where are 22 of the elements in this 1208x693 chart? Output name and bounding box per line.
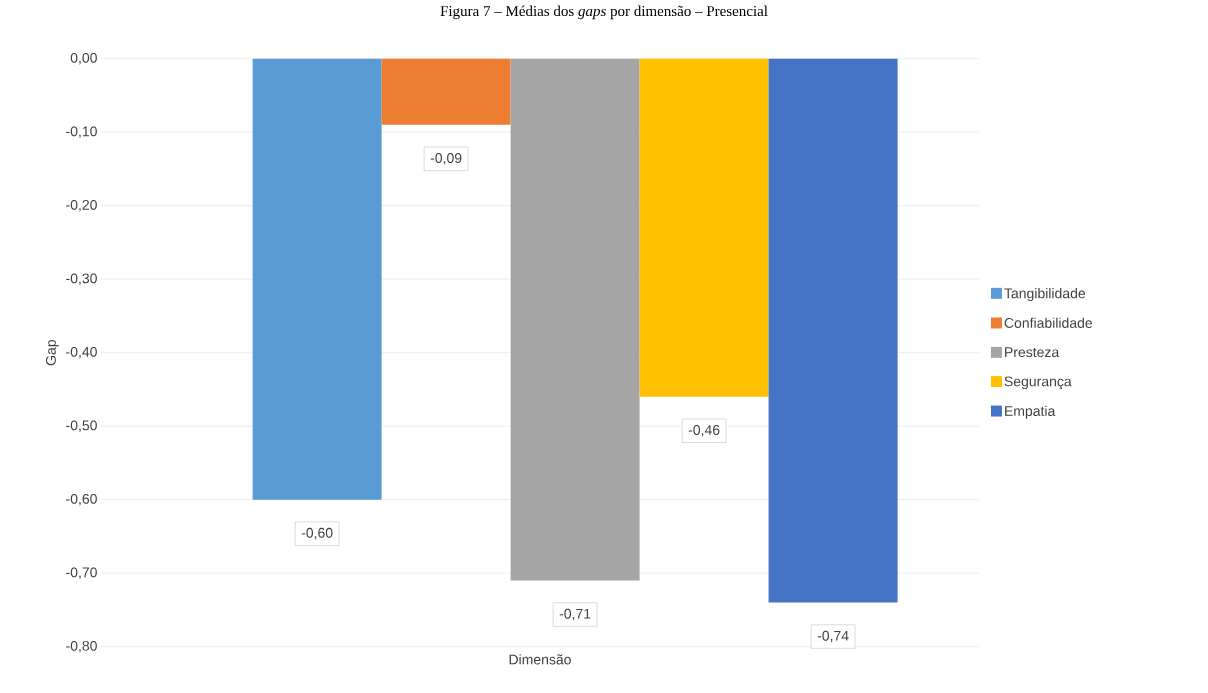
data-label: -0,46 [688,424,720,437]
y-tick-label: -0,10 [66,126,97,138]
y-tick-label: -0,20 [66,199,97,212]
data-label: -0,71 [559,608,591,621]
y-tick-label: 0,00 [70,52,97,65]
legend-label: Presteza [1005,347,1060,358]
data-label: -0,09 [430,153,462,165]
legend-label: Tangibilidade [1004,288,1086,302]
chart-title: Figura 7 – Médias dos gaps por dimensão – Presencial [440,5,768,20]
legend-label: Empatia [1005,405,1056,419]
y-axis-title: Gap [45,340,59,366]
legend-label: Confiabilidade [1004,317,1093,328]
legend-label: Segurança [1004,376,1072,390]
x-axis-title: Dimensão [509,654,571,665]
y-tick-label: -0,60 [66,493,97,506]
y-tick-label: -0,30 [66,273,97,285]
y-tick-label: -0,80 [66,640,97,653]
y-tick-label: -0,70 [66,567,97,579]
y-tick-label: -0,40 [66,346,97,359]
data-label: -0,60 [301,527,333,540]
data-label: -0,74 [817,630,849,643]
y-tick-label: -0,50 [66,420,97,432]
